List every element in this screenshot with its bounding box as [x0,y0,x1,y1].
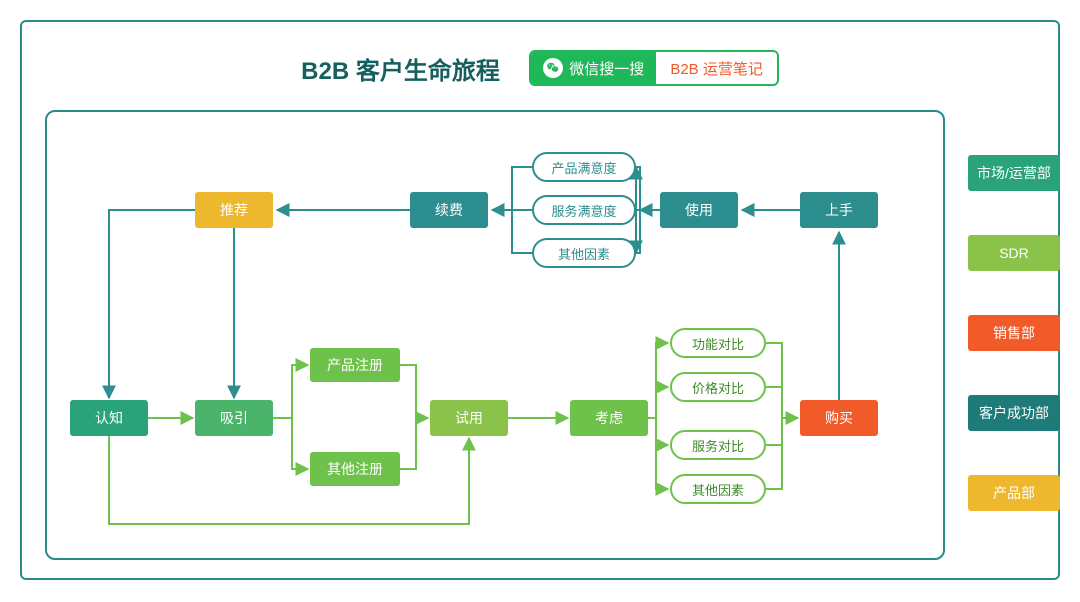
node-awareness: 认知 [70,400,148,436]
title-row: B2B 客户生命旅程 微信搜一搜 B2B 运营笔记 [0,50,1080,86]
node-recommend: 推荐 [195,192,273,228]
badge-right-text: B2B 运营笔记 [656,52,777,84]
pill-3: 功能对比 [670,328,766,358]
inner-frame [45,110,945,560]
legend-4: 产品部 [968,475,1060,511]
pill-4: 价格对比 [670,372,766,402]
pill-2: 其他因素 [532,238,636,268]
legend-3: 客户成功部 [968,395,1060,431]
legend-0: 市场/运营部 [968,155,1060,191]
node-renew: 续费 [410,192,488,228]
pill-0: 产品满意度 [532,152,636,182]
node-attract: 吸引 [195,400,273,436]
node-reg_other: 其他注册 [310,452,400,486]
node-consider: 考虑 [570,400,648,436]
node-reg_prod: 产品注册 [310,348,400,382]
node-trial: 试用 [430,400,508,436]
pill-6: 其他因素 [670,474,766,504]
node-use: 使用 [660,192,738,228]
legend-2: 销售部 [968,315,1060,351]
badge-left: 微信搜一搜 [531,52,656,84]
node-start: 上手 [800,192,878,228]
wechat-icon [543,58,563,78]
node-buy: 购买 [800,400,878,436]
page-title: B2B 客户生命旅程 [301,51,500,86]
wechat-badge: 微信搜一搜 B2B 运营笔记 [529,50,779,86]
pill-5: 服务对比 [670,430,766,460]
pill-1: 服务满意度 [532,195,636,225]
badge-left-text: 微信搜一搜 [569,58,644,79]
legend-1: SDR [968,235,1060,271]
